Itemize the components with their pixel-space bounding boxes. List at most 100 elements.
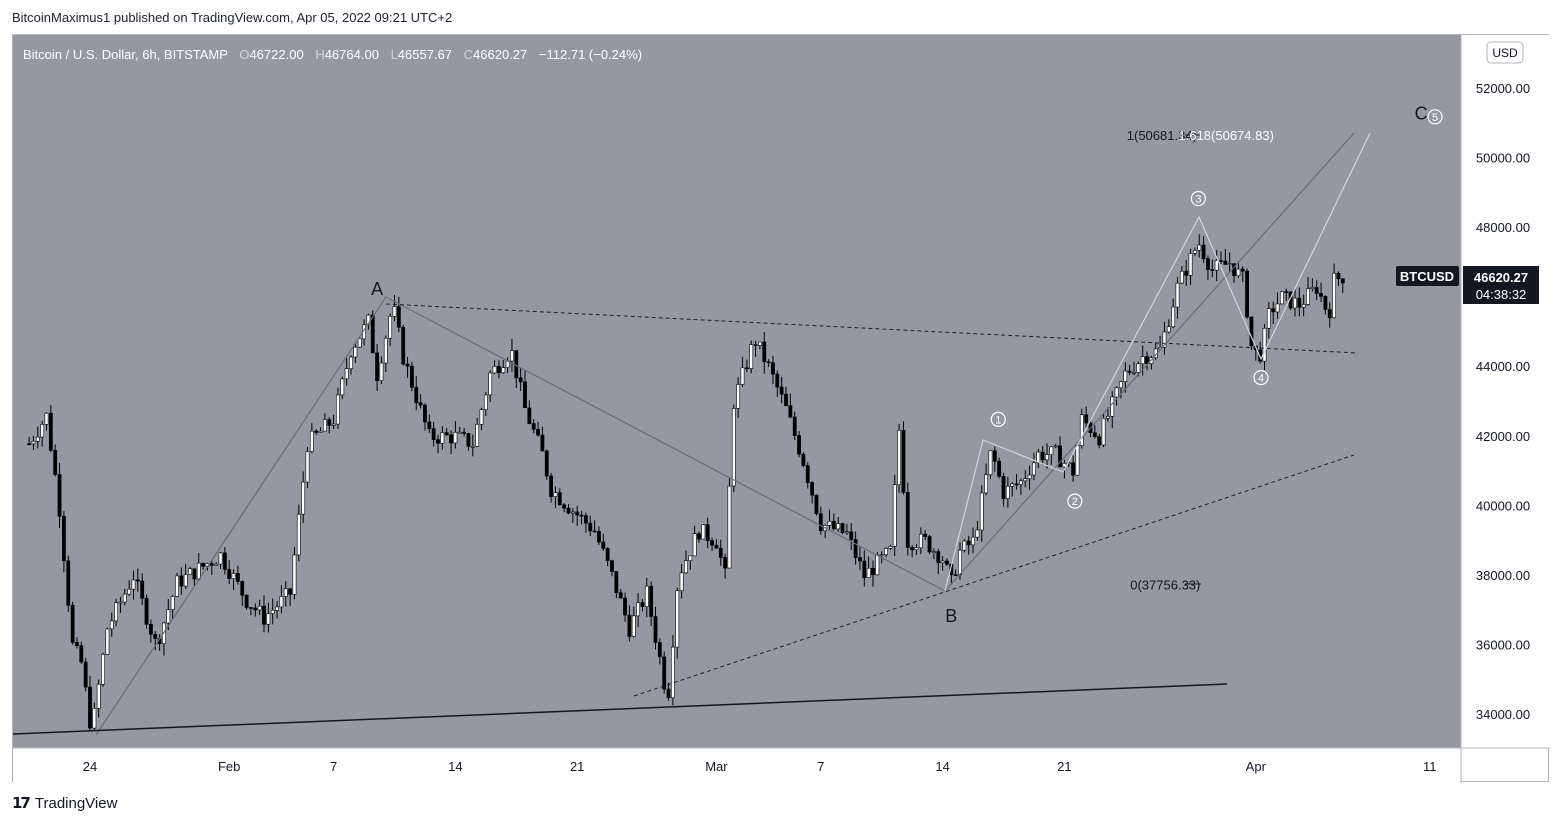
- symbol-title: Bitcoin / U.S. Dollar, 6h, BITSTAMP: [23, 47, 228, 62]
- candle-body: [1227, 263, 1232, 265]
- candle-body: [40, 424, 45, 438]
- candle-body: [623, 597, 627, 616]
- candle-body: [427, 421, 432, 430]
- wave-label-5: 5: [1432, 112, 1438, 124]
- candle-body: [766, 361, 771, 364]
- candle-body: [605, 548, 610, 561]
- chart-legend: Bitcoin / U.S. Dollar, 6h, BITSTAMP O467…: [23, 47, 642, 62]
- candle-body: [331, 423, 336, 426]
- candle-body: [579, 514, 584, 517]
- wave-circle: [1190, 190, 1206, 207]
- candle-body: [349, 356, 353, 369]
- candle-body: [640, 602, 645, 607]
- y-tick-label: 48000.00: [1476, 220, 1530, 235]
- candle-body: [153, 634, 158, 639]
- x-tick-label: 14: [935, 759, 949, 774]
- candle-body: [979, 492, 984, 531]
- wave-circle: [1427, 109, 1443, 125]
- candle-body: [61, 516, 66, 562]
- candle-body: [170, 596, 175, 610]
- candle-body: [1236, 268, 1241, 277]
- candle-body: [288, 588, 293, 595]
- candle-body: [1136, 363, 1141, 373]
- candle-body: [140, 580, 145, 599]
- candle-body: [27, 443, 32, 446]
- candle-body: [327, 419, 332, 426]
- candle-body: [105, 628, 110, 655]
- candle-body: [805, 465, 810, 483]
- candle-body: [218, 552, 223, 565]
- candle-body: [1201, 244, 1206, 260]
- x-axis-labels: 24 Feb 7 14 21 Mar 7 14 21 Apr 11: [83, 759, 1437, 774]
- candle-body: [1206, 258, 1210, 270]
- candle-body: [892, 484, 897, 547]
- price-axis[interactable]: [1461, 35, 1550, 748]
- candle-body: [544, 450, 549, 477]
- time-axis[interactable]: [13, 748, 1461, 783]
- candle-body: [1223, 260, 1228, 265]
- candle-body: [844, 531, 849, 534]
- tradingview-footer[interactable]: 17 TradingView: [12, 794, 117, 812]
- candle-body: [540, 434, 545, 452]
- candle-body: [1040, 451, 1045, 461]
- candle-body: [175, 575, 179, 597]
- candle-body: [753, 344, 758, 346]
- candle-body: [470, 446, 475, 448]
- x-tick-label: Apr: [1246, 759, 1267, 774]
- candle-body: [1110, 396, 1115, 417]
- candle-body: [553, 492, 558, 497]
- candle-body: [718, 547, 723, 558]
- candle-body: [92, 708, 97, 729]
- svg-text:USD: USD: [1492, 46, 1518, 60]
- candle-body: [818, 513, 823, 532]
- candle-body: [601, 541, 606, 549]
- candle-body: [705, 524, 710, 541]
- candle-body: [684, 560, 688, 574]
- fib-label: 1(50681.34): [1127, 128, 1197, 143]
- candle-body: [201, 562, 206, 567]
- candle-body: [583, 515, 588, 524]
- candle-body: [1245, 270, 1250, 318]
- candle-body: [1171, 306, 1176, 328]
- candle-body: [431, 428, 436, 440]
- change-value: −112.71 (−0.24%): [539, 47, 642, 62]
- candle-body: [562, 504, 567, 509]
- x-tick-label: 21: [1057, 759, 1071, 774]
- candle-body: [418, 402, 423, 406]
- candle-body: [1049, 446, 1054, 455]
- candle-body: [192, 568, 197, 580]
- candle-body: [923, 533, 928, 537]
- candle-body: [279, 596, 284, 608]
- candle-body: [670, 646, 675, 699]
- bar-countdown: 04:38:32: [1476, 287, 1527, 302]
- candle-body: [214, 563, 219, 566]
- candle-body: [549, 475, 554, 497]
- x-tick-label: Feb: [218, 759, 240, 774]
- candle-body: [727, 485, 732, 569]
- candle-body: [888, 546, 893, 549]
- candle-body: [53, 450, 58, 475]
- impulse-wave-line: [944, 132, 1371, 592]
- candle-body: [636, 602, 641, 617]
- candle-body: [179, 575, 184, 587]
- candle-body: [997, 460, 1002, 477]
- price-chart[interactable]: A B C 1 2 3 4 5 1(50681.34)1.618(50674.83) 0(3775…: [13, 35, 1550, 783]
- candle-body: [375, 352, 380, 381]
- candle-body: [1336, 272, 1341, 280]
- candle-body: [227, 569, 232, 579]
- candle-body: [188, 568, 192, 575]
- candle-body: [775, 373, 780, 388]
- chart-container[interactable]: A B C 1 2 3 4 5 1(50681.34) 1.618(50674.83) 0(3775…: [12, 34, 1550, 783]
- candle-body: [914, 547, 919, 551]
- upper-dashed-trendline: [385, 303, 1359, 354]
- wave-labels: A B C 1 2 3 4 5 1(50681.34)1.618(50674.83) 0(3775…: [371, 103, 1443, 626]
- currency-button[interactable]: USD: [1486, 41, 1524, 64]
- candle-body: [1193, 249, 1197, 254]
- candle-body: [249, 607, 253, 609]
- lower-dashed-trendline: [633, 454, 1355, 697]
- candle-body: [479, 409, 484, 425]
- wave-label-B: B: [945, 606, 957, 626]
- candle-body: [1053, 445, 1058, 448]
- candle-body: [1188, 253, 1193, 276]
- candle-body: [814, 494, 819, 514]
